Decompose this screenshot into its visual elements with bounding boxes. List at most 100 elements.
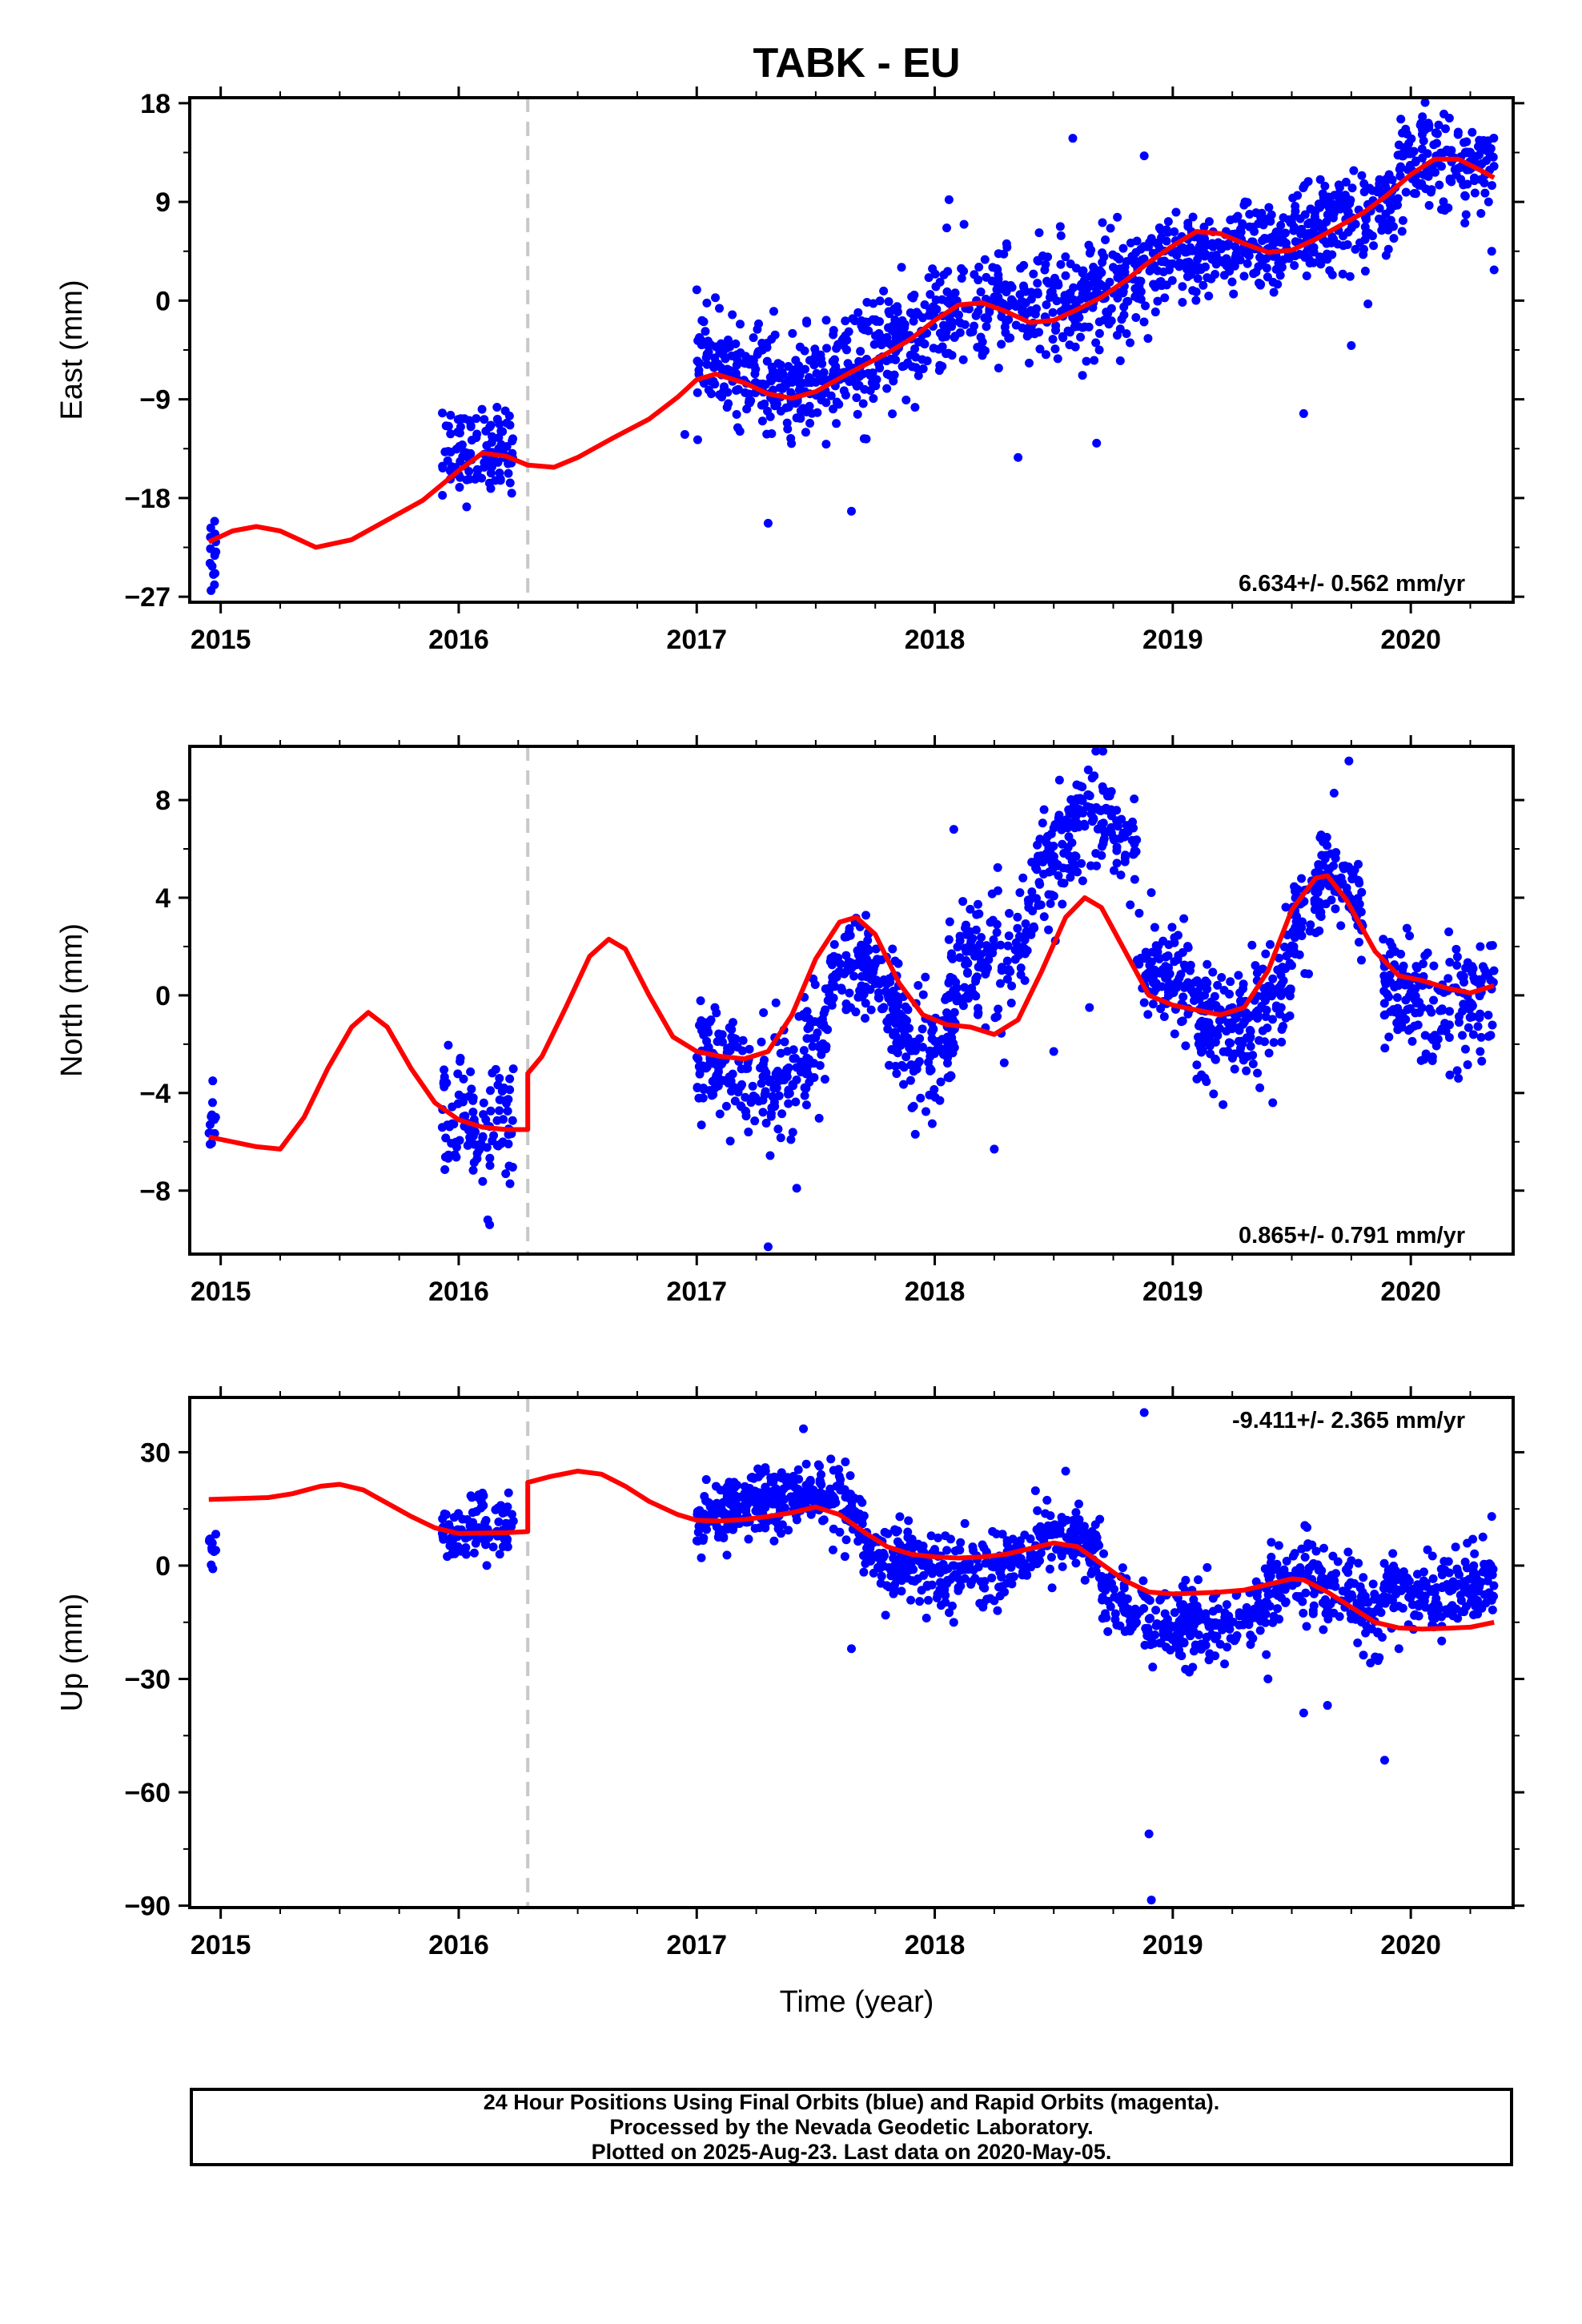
data-point (1349, 166, 1359, 175)
data-point (211, 1546, 221, 1555)
data-point (1098, 746, 1108, 756)
data-point (444, 1040, 453, 1050)
data-point (1187, 267, 1197, 277)
data-point (715, 348, 725, 357)
data-point (1007, 981, 1017, 991)
data-point (466, 422, 476, 432)
data-point (1223, 1047, 1233, 1056)
data-point (1323, 255, 1332, 264)
data-point (827, 1000, 837, 1010)
data-point (1080, 322, 1090, 332)
data-point (1035, 834, 1045, 844)
data-point (891, 1061, 901, 1071)
data-point (796, 413, 805, 423)
data-point (854, 380, 864, 390)
data-point (1356, 955, 1366, 965)
data-point (1075, 794, 1085, 803)
data-point (1346, 195, 1355, 205)
data-point (1235, 988, 1245, 998)
data-point (1046, 1511, 1055, 1521)
data-point (1211, 1055, 1220, 1064)
data-point (1468, 1030, 1478, 1039)
data-point (1380, 1010, 1390, 1019)
data-point (1215, 1016, 1224, 1026)
data-point (1405, 931, 1415, 941)
data-point (695, 359, 705, 368)
data-point (1420, 125, 1430, 135)
data-point (890, 1580, 900, 1590)
data-point (978, 1602, 988, 1612)
data-point (1039, 805, 1049, 814)
data-point (1234, 971, 1243, 980)
data-point (1323, 841, 1332, 850)
data-point (872, 375, 881, 384)
data-point (1471, 1579, 1480, 1589)
data-point (1235, 255, 1245, 265)
data-point (1451, 1542, 1460, 1552)
data-point (1017, 296, 1026, 306)
data-point (1277, 263, 1287, 272)
data-point (1290, 260, 1299, 270)
data-point (1272, 1559, 1282, 1569)
data-point (1487, 247, 1496, 256)
data-point (761, 1068, 771, 1078)
y-tick-label: −18 (124, 484, 171, 514)
y-tick-label: 4 (155, 883, 171, 914)
data-point (206, 1537, 215, 1546)
data-point (1177, 1651, 1186, 1661)
data-point (978, 345, 988, 355)
data-point (1473, 1022, 1483, 1031)
data-point (865, 386, 875, 396)
data-point (849, 1494, 859, 1503)
data-point (805, 1023, 814, 1032)
data-point (1424, 1004, 1434, 1014)
data-point (505, 1074, 515, 1084)
data-point (842, 932, 852, 942)
data-point (1009, 1572, 1018, 1582)
data-point (1342, 1587, 1351, 1597)
data-point (1352, 902, 1362, 911)
data-point (1453, 130, 1463, 139)
data-point (736, 1082, 745, 1092)
data-point (987, 1573, 997, 1582)
data-point (1243, 1012, 1253, 1022)
data-point (495, 419, 504, 428)
data-point (1068, 1515, 1078, 1525)
data-point (1351, 244, 1360, 254)
data-point (934, 1533, 943, 1542)
data-point (1359, 1651, 1368, 1660)
data-point (1452, 952, 1462, 962)
data-point (1392, 993, 1402, 1003)
data-point (1112, 858, 1122, 868)
data-point (492, 403, 502, 412)
data-point (1269, 287, 1279, 297)
data-point (1427, 1551, 1437, 1561)
data-point (1066, 259, 1075, 268)
data-point (960, 1518, 970, 1528)
data-point (1058, 899, 1067, 909)
data-point (841, 1535, 851, 1545)
data-point (809, 1497, 818, 1506)
data-point (501, 1169, 511, 1179)
data-point (1304, 1563, 1314, 1573)
data-point (1285, 959, 1295, 968)
data-point (949, 825, 958, 834)
data-point (1086, 861, 1095, 870)
data-point (875, 364, 885, 373)
data-point (966, 904, 975, 914)
data-point (952, 983, 962, 993)
data-point (845, 1471, 855, 1481)
data-point (877, 1571, 886, 1581)
data-point (1264, 1590, 1274, 1599)
data-point (926, 1531, 936, 1541)
data-point (1480, 188, 1490, 198)
model-curve (208, 873, 1496, 1152)
data-point (1004, 931, 1014, 941)
data-point (938, 361, 947, 371)
data-point (996, 298, 1006, 308)
data-point (1463, 958, 1472, 967)
data-point (1316, 259, 1326, 269)
data-point (841, 316, 850, 326)
data-point (1057, 878, 1066, 887)
data-point (1115, 356, 1125, 366)
